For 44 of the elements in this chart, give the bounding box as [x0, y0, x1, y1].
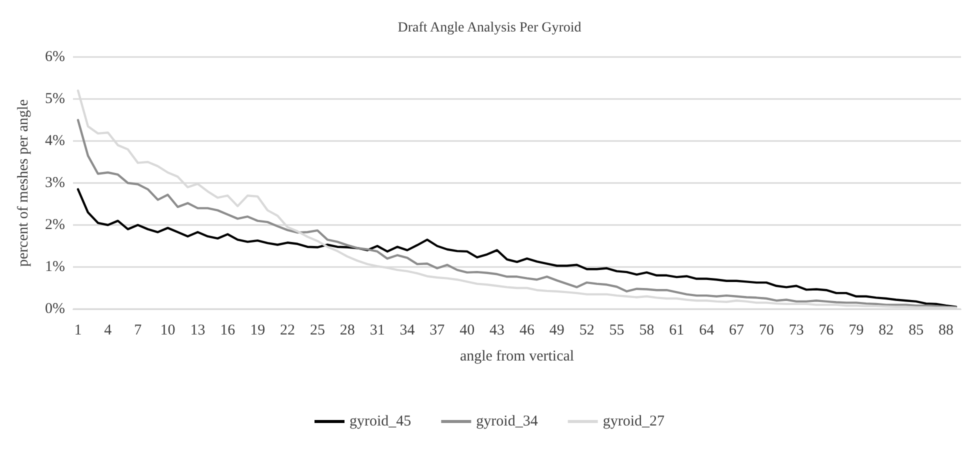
x-tick-label: 67	[729, 322, 745, 338]
x-tick-label: 73	[788, 322, 804, 338]
x-tick-label: 52	[579, 322, 594, 338]
x-tick-label: 10	[160, 322, 176, 338]
x-tick-label: 25	[310, 322, 325, 338]
y-axis-title: percent of meshes per angle	[16, 98, 32, 267]
y-tick-label: 2%	[45, 217, 65, 233]
x-tick-label: 40	[460, 322, 475, 338]
x-tick-label: 88	[938, 322, 954, 338]
x-tick-label: 46	[519, 322, 535, 338]
y-tick-label: 1%	[45, 259, 65, 275]
y-tick-label: 5%	[45, 91, 65, 107]
x-tick-label: 13	[190, 322, 206, 338]
x-tick-label: 76	[818, 322, 834, 338]
x-axis-title: angle from vertical	[460, 348, 574, 364]
x-tick-label: 49	[549, 322, 564, 338]
line-series	[76, 188, 958, 308]
y-tick-label: 6%	[45, 49, 65, 65]
x-tick-label: 16	[220, 322, 236, 338]
legend-label: gyroid_45	[350, 414, 412, 430]
y-tick-label: 3%	[45, 175, 65, 191]
x-tick-label: 22	[280, 322, 296, 338]
x-tick-label: 37	[430, 322, 446, 338]
x-tick-label: 82	[878, 322, 894, 338]
x-tick-label: 61	[669, 322, 684, 338]
chart-title: Draft Angle Analysis Per Gyroid	[398, 20, 582, 36]
x-tick-label: 64	[699, 322, 715, 338]
x-tick-label: 31	[370, 322, 385, 338]
y-tick-label: 4%	[45, 133, 65, 149]
x-tick-label: 28	[340, 322, 355, 338]
x-tick-label: 43	[490, 322, 505, 338]
x-tick-label: 7	[134, 322, 142, 338]
x-tick-label: 1	[74, 322, 82, 338]
x-tick-label: 55	[609, 322, 624, 338]
x-tick-label: 85	[908, 322, 924, 338]
x-tick-label: 70	[758, 322, 774, 338]
legend-label: gyroid_34	[476, 414, 538, 430]
x-tick-label: 79	[848, 322, 864, 338]
legend-label: gyroid_27	[602, 414, 665, 430]
x-tick-label: 19	[250, 322, 266, 338]
x-tick-label: 4	[104, 322, 112, 338]
x-tick-label: 58	[639, 322, 654, 338]
x-tick-label: 34	[400, 322, 416, 338]
y-tick-label: 0%	[45, 301, 65, 317]
